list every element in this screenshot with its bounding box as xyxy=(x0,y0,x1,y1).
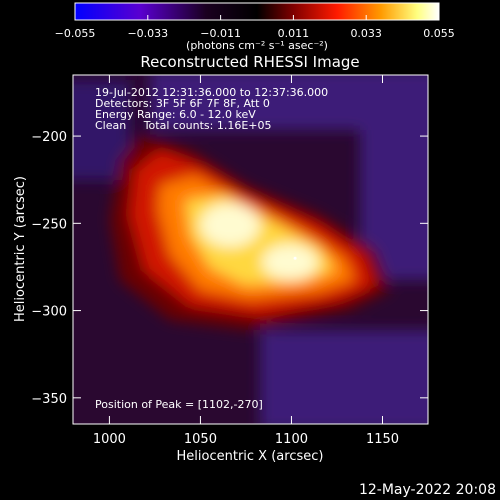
y-tick-label: −350 xyxy=(31,392,67,407)
annotation-block: 19-Jul-2012 12:31:36.000 to 12:37:36.000… xyxy=(95,86,328,132)
purple-region-right xyxy=(360,80,428,280)
render-timestamp: 12-May-2022 20:08 xyxy=(358,482,496,498)
colorbar-ticks: −0.055 −0.033 −0.011 0.011 0.033 0.055 xyxy=(55,15,455,40)
x-tick-label: 1100 xyxy=(275,432,308,447)
chart-title: Reconstructed RHESSI Image xyxy=(140,53,359,71)
flare-core-right xyxy=(262,244,318,280)
purple-region-bottom xyxy=(260,330,428,424)
flare-core-left xyxy=(200,203,260,247)
annotation-counts: Clean Total counts: 1.16E+05 xyxy=(95,119,272,132)
x-tick-label: 1050 xyxy=(184,432,217,447)
colorbar-tick-label: 0.033 xyxy=(350,27,382,40)
plot-frame xyxy=(72,74,429,425)
x-tick-label: 1150 xyxy=(366,432,399,447)
y-axis-label: Heliocentric Y (arcsec) xyxy=(13,176,28,322)
colorbar-tick-label: −0.033 xyxy=(127,27,168,40)
colorbar xyxy=(74,2,440,21)
colorbar-unit-label: (photons cm⁻² s⁻¹ asec⁻²) xyxy=(186,39,328,52)
y-tick-label: −300 xyxy=(31,305,67,320)
heatmap-image xyxy=(73,75,428,424)
annotation-time: 19-Jul-2012 12:31:36.000 to 12:37:36.000 xyxy=(95,86,328,99)
colorbar-tick-label: 0.055 xyxy=(423,27,455,40)
x-axis-ticks: 1000 1050 1100 1150 xyxy=(93,75,399,447)
y-tick-label: −200 xyxy=(31,130,67,145)
annotation-detectors: Detectors: 3F 5F 6F 7F 8F, Att 0 xyxy=(95,97,270,110)
y-axis-ticks: −200 −250 −300 −350 xyxy=(31,130,428,407)
y-tick-label: −250 xyxy=(31,217,67,232)
colorbar-tick-label: −0.011 xyxy=(200,27,241,40)
colorbar-tick-label: −0.055 xyxy=(55,27,96,40)
colorbar-tick-label: 0.011 xyxy=(278,27,310,40)
annotation-energy: Energy Range: 6.0 - 12.0 keV xyxy=(95,108,256,121)
x-axis-label: Heliocentric X (arcsec) xyxy=(177,449,324,464)
x-tick-label: 1000 xyxy=(93,432,126,447)
peak-position-label: Position of Peak = [1102,-270] xyxy=(95,398,263,411)
peak-marker xyxy=(293,256,297,260)
